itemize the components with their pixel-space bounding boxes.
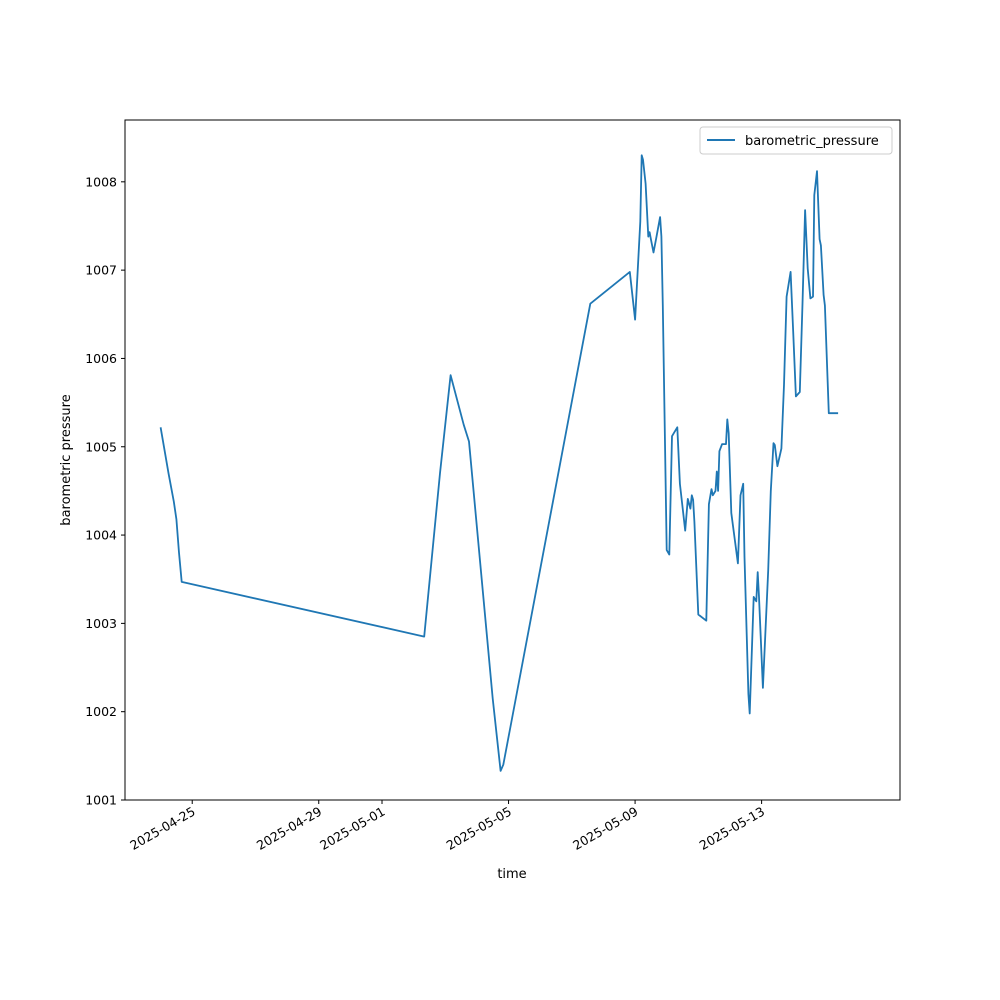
legend-entry-label: barometric_pressure	[745, 134, 879, 149]
plot-frame	[124, 119, 901, 801]
x-tick-label: 2025-05-09	[570, 804, 640, 853]
x-tick-label: 2025-04-25	[127, 804, 197, 853]
x-tick-label: 2025-04-29	[254, 804, 324, 853]
y-tick-label: 1008	[85, 174, 117, 189]
y-tick-label: 1004	[85, 528, 117, 543]
y-axis-label: barometric pressure	[59, 394, 74, 525]
legend-box	[699, 126, 893, 155]
series-line-barometric-pressure	[159, 154, 839, 772]
y-tick-label: 1005	[85, 439, 117, 454]
y-tick-label: 1002	[85, 704, 117, 719]
y-tick-label: 1006	[85, 351, 117, 366]
x-tick-label: 2025-05-05	[444, 804, 514, 853]
legend: barometric_pressure	[699, 126, 893, 155]
x-tick-label: 2025-05-13	[697, 804, 767, 853]
plot-layer	[159, 154, 839, 772]
x-tick-label: 2025-05-01	[317, 804, 387, 853]
y-tick-label: 1003	[85, 616, 117, 631]
x-axis-label: time	[497, 867, 526, 882]
y-tick-label: 1001	[85, 793, 117, 808]
y-axis-ticks: 1001 1002 1003 1004 1005 1006 1007 1008	[85, 174, 125, 808]
y-tick-label: 1007	[85, 263, 117, 278]
